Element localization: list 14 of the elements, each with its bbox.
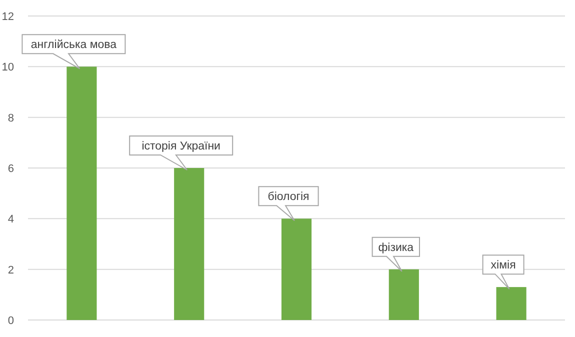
y-tick-label: 6 [8,163,14,175]
y-tick-label: 2 [8,264,14,276]
x-tick-label: історія України [142,140,220,152]
bar [174,168,204,320]
y-tick-label: 10 [2,62,14,74]
x-tick-label: біологія [268,191,310,204]
x-tick-label: англійська мова [30,39,118,52]
x-tick-label: фізика [378,242,414,254]
y-tick-label: 0 [8,315,14,327]
x-tick-label: хімія [490,260,516,272]
y-tick-label: 4 [8,214,14,226]
bar [66,66,97,320]
y-tick-label: 8 [8,112,14,124]
y-tick-label: 12 [2,11,14,23]
